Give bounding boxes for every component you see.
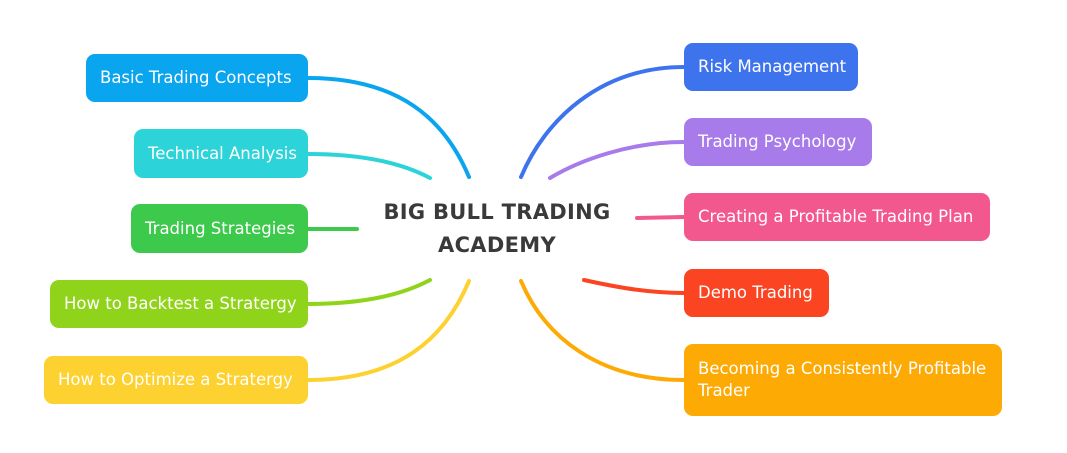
- topic-trading-psychology[interactable]: Trading Psychology: [684, 118, 872, 166]
- topic-demo-trading[interactable]: Demo Trading: [684, 269, 829, 317]
- topic-label: Trading Strategies: [145, 218, 296, 238]
- central-topic-line-2: ACADEMY: [438, 233, 556, 257]
- topic-label: Trading Psychology: [698, 132, 857, 151]
- connector-trading-psychology: [548, 140, 686, 180]
- central-topic-line-1: BIG BULL TRADING: [383, 200, 611, 224]
- central-topic[interactable]: BIG BULL TRADING ACADEMY: [357, 196, 637, 262]
- topic-how-to-optimize[interactable]: How to Optimize a Stratergy: [44, 356, 308, 404]
- topic-label: Becoming a Consistently Profitable Trade…: [698, 359, 987, 400]
- connector-profitable-trading-plan: [635, 215, 686, 220]
- topic-label: Creating a Profitable Trading Plan: [698, 207, 974, 226]
- connector-consistently-profitable: [519, 279, 686, 382]
- topic-how-to-backtest[interactable]: How to Backtest a Stratergy: [50, 280, 308, 328]
- connector-demo-trading: [582, 278, 686, 295]
- topic-consistently-profitable-trader[interactable]: Becoming a Consistently Profitable Trade…: [684, 344, 1002, 416]
- topic-label: How to Optimize a Stratergy: [58, 370, 293, 389]
- topic-label: Technical Analysis: [148, 143, 297, 163]
- topic-basic-trading-concepts[interactable]: Basic Trading Concepts: [86, 54, 308, 102]
- topic-label: Basic Trading Concepts: [100, 68, 292, 87]
- connector-risk-management: [519, 65, 686, 179]
- connector-how-to-backtest: [306, 278, 432, 306]
- topic-risk-management[interactable]: Risk Management: [684, 43, 858, 91]
- topic-technical-analysis[interactable]: Technical Analysis: [134, 129, 308, 178]
- topic-label: How to Backtest a Stratergy: [64, 294, 297, 313]
- topic-label: Demo Trading: [698, 283, 813, 302]
- topic-trading-strategies[interactable]: Trading Strategies: [131, 204, 308, 253]
- topic-label: Risk Management: [698, 57, 847, 76]
- connector-how-to-optimize: [306, 279, 471, 382]
- connector-technical-analysis: [306, 152, 432, 180]
- connector-basic-trading-concepts: [306, 76, 471, 179]
- topic-profitable-trading-plan[interactable]: Creating a Profitable Trading Plan: [684, 193, 990, 241]
